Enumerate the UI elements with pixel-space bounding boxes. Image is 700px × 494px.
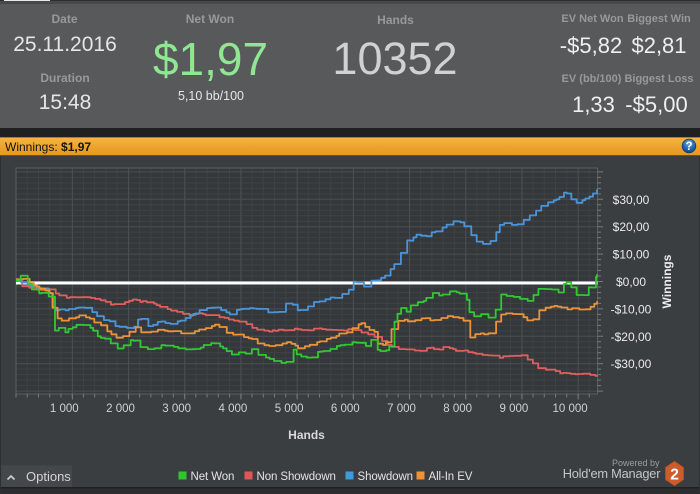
svg-text:$30,00: $30,00	[613, 193, 650, 207]
svg-text:?: ?	[685, 141, 692, 153]
svg-text:Net Won: Net Won	[191, 471, 235, 483]
svg-text:$10,00: $10,00	[613, 248, 650, 262]
svg-text:Winnings: Winnings	[660, 254, 674, 308]
svg-text:Showdown: Showdown	[358, 471, 413, 483]
svg-text:-$20,00: -$20,00	[611, 330, 652, 344]
svg-text:6 000: 6 000	[331, 403, 360, 415]
svg-text:Hold'em Manager: Hold'em Manager	[563, 466, 662, 481]
svg-text:2: 2	[670, 467, 679, 484]
svg-text:$0,00: $0,00	[616, 275, 646, 289]
svg-text:5 000: 5 000	[275, 403, 304, 415]
svg-text:Hands: Hands	[288, 428, 325, 442]
svg-text:2 000: 2 000	[106, 403, 135, 415]
svg-text:-$10,00: -$10,00	[611, 302, 652, 316]
svg-text:10 000: 10 000	[553, 403, 588, 415]
svg-text:All-In EV: All-In EV	[429, 471, 473, 483]
svg-text:9 000: 9 000	[500, 403, 529, 415]
svg-text:-$30,00: -$30,00	[611, 357, 652, 371]
svg-text:1 000: 1 000	[50, 403, 79, 415]
svg-text:Options: Options	[26, 469, 71, 484]
svg-text:3 000: 3 000	[162, 403, 191, 415]
svg-text:7 000: 7 000	[387, 403, 416, 415]
svg-text:8 000: 8 000	[443, 403, 472, 415]
svg-text:$20,00: $20,00	[613, 220, 650, 234]
svg-text:4 000: 4 000	[219, 403, 248, 415]
svg-text:Powered by: Powered by	[612, 458, 660, 468]
svg-text:Non Showdown: Non Showdown	[257, 471, 336, 483]
